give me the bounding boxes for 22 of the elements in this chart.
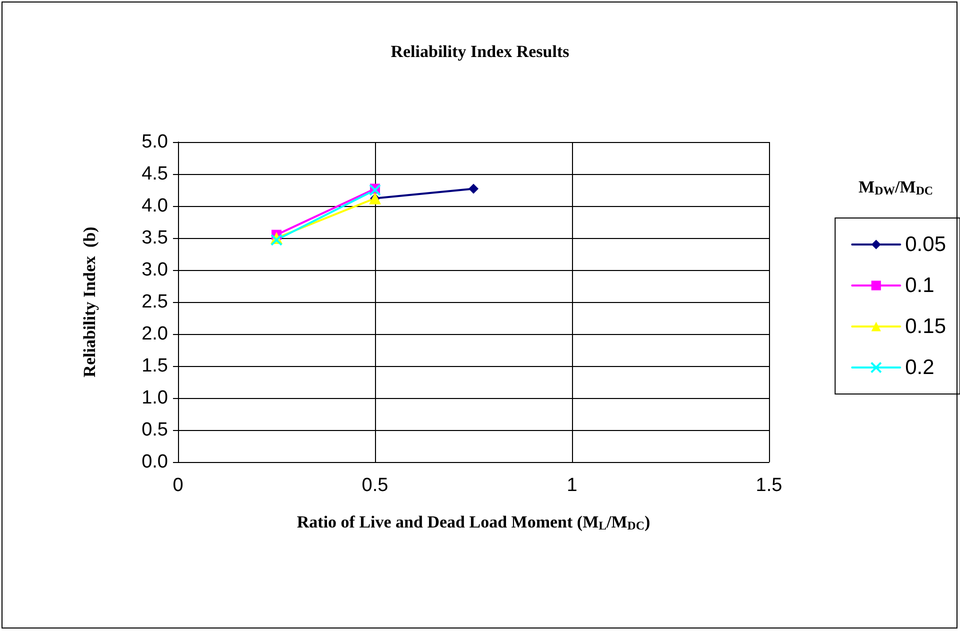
y-tick-label: 3.0 [142,260,168,280]
legend-label: 0.05 [905,233,946,256]
y-tick-label: 5.0 [142,132,168,152]
x-tick-label: 0.5 [362,475,388,496]
chart-title: Reliability Index Results [390,42,570,61]
y-tick-label: 2.0 [142,324,168,344]
y-tick-label: 2.5 [142,292,168,312]
x-tick-label: 1 [566,475,578,496]
y-tick-label: 4.0 [142,196,168,216]
legend-label: 0.15 [905,315,946,338]
legend-label: 0.2 [905,356,934,379]
y-tick-label: 4.5 [142,164,168,184]
y-tick-label: 0.5 [142,420,168,440]
x-tick-label: 1.5 [756,475,782,496]
y-tick-label: 3.5 [142,228,168,248]
y-tick-label: 1.0 [142,388,168,408]
x-tick-label: 0 [172,475,184,496]
legend-label: 0.1 [905,274,934,297]
point [468,184,478,194]
y-tick-label: 0.0 [142,452,168,472]
y-tick-label: 1.5 [142,356,168,376]
y-axis-title: Reliability Index (b) [80,226,99,378]
